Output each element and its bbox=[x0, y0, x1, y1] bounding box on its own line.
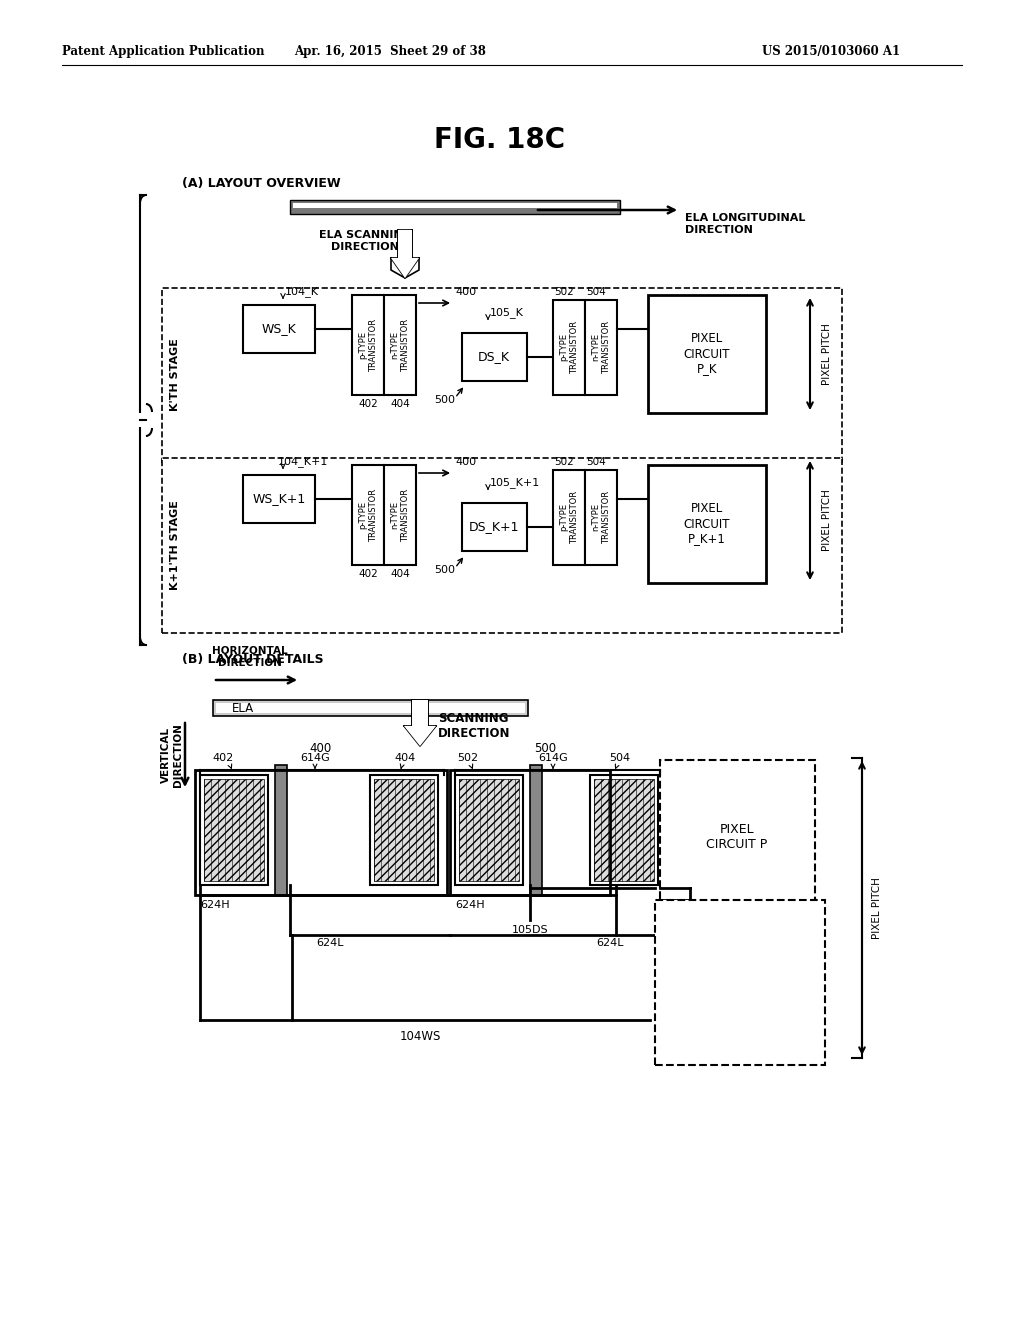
Text: p-TYPE
TRANSISTOR: p-TYPE TRANSISTOR bbox=[559, 491, 579, 544]
Text: 504: 504 bbox=[586, 457, 606, 467]
Text: 402: 402 bbox=[212, 752, 233, 763]
Text: SCANNING
DIRECTION: SCANNING DIRECTION bbox=[438, 711, 511, 741]
Text: 104_K: 104_K bbox=[285, 286, 319, 297]
Bar bbox=[204, 779, 264, 880]
Bar bbox=[290, 201, 620, 214]
Text: US 2015/0103060 A1: US 2015/0103060 A1 bbox=[762, 45, 900, 58]
Text: PIXEL
CIRCUIT P: PIXEL CIRCUIT P bbox=[707, 822, 768, 851]
Text: ELA LONGITUDINAL
DIRECTION: ELA LONGITUDINAL DIRECTION bbox=[685, 213, 805, 235]
Text: 400: 400 bbox=[455, 286, 476, 297]
Bar bbox=[352, 294, 384, 395]
Text: ELA: ELA bbox=[232, 701, 254, 714]
Text: 402: 402 bbox=[358, 569, 378, 579]
Bar bbox=[162, 458, 842, 634]
Text: K'TH STAGE: K'TH STAGE bbox=[170, 338, 180, 412]
Text: p-TYPE
TRANSISTOR: p-TYPE TRANSISTOR bbox=[358, 488, 378, 541]
Text: 502: 502 bbox=[554, 286, 573, 297]
Bar bbox=[553, 300, 585, 395]
Text: 104WS: 104WS bbox=[399, 1030, 440, 1043]
Text: FIG. 18C: FIG. 18C bbox=[434, 125, 565, 154]
Text: 624L: 624L bbox=[596, 939, 624, 948]
Text: (B) LAYOUT DETAILS: (B) LAYOUT DETAILS bbox=[182, 653, 324, 667]
Polygon shape bbox=[391, 230, 419, 279]
Bar bbox=[553, 470, 585, 565]
Bar bbox=[216, 704, 525, 713]
Bar bbox=[530, 766, 542, 895]
Bar bbox=[660, 760, 815, 915]
Bar bbox=[655, 900, 825, 1065]
Bar bbox=[455, 775, 523, 884]
Bar bbox=[450, 770, 610, 895]
Text: Patent Application Publication: Patent Application Publication bbox=[62, 45, 264, 58]
Text: 404: 404 bbox=[390, 569, 410, 579]
Text: n-TYPE
TRANSISTOR: n-TYPE TRANSISTOR bbox=[591, 321, 610, 374]
Text: PIXEL PITCH: PIXEL PITCH bbox=[822, 323, 831, 385]
Text: n-TYPE
TRANSISTOR: n-TYPE TRANSISTOR bbox=[390, 488, 410, 541]
Text: 105_K: 105_K bbox=[490, 308, 524, 318]
Text: p-TYPE
TRANSISTOR: p-TYPE TRANSISTOR bbox=[358, 318, 378, 371]
Text: 624H: 624H bbox=[455, 900, 484, 909]
Bar bbox=[213, 700, 528, 715]
Text: 400: 400 bbox=[309, 742, 331, 755]
Bar bbox=[162, 288, 842, 463]
Text: 504: 504 bbox=[586, 286, 606, 297]
Bar bbox=[195, 770, 447, 895]
Text: WS_K+1: WS_K+1 bbox=[252, 492, 305, 506]
Bar bbox=[384, 294, 416, 395]
Text: PIXEL PITCH: PIXEL PITCH bbox=[872, 876, 882, 939]
Bar bbox=[370, 775, 438, 884]
Bar bbox=[590, 775, 658, 884]
Bar bbox=[462, 503, 527, 550]
Bar bbox=[293, 203, 617, 209]
Text: PIXEL PITCH: PIXEL PITCH bbox=[822, 490, 831, 550]
Text: 500: 500 bbox=[434, 395, 455, 405]
Bar bbox=[648, 465, 766, 583]
Bar bbox=[384, 465, 416, 565]
Text: 502: 502 bbox=[458, 752, 478, 763]
Text: 500: 500 bbox=[534, 742, 556, 755]
Text: 500: 500 bbox=[434, 565, 455, 576]
Text: 614G: 614G bbox=[300, 752, 330, 763]
Bar bbox=[459, 779, 519, 880]
Text: VERTICAL
DIRECTION: VERTICAL DIRECTION bbox=[161, 723, 183, 787]
Text: 404: 404 bbox=[394, 752, 416, 763]
Text: 624L: 624L bbox=[316, 939, 344, 948]
Text: Apr. 16, 2015  Sheet 29 of 38: Apr. 16, 2015 Sheet 29 of 38 bbox=[294, 45, 486, 58]
Text: 504: 504 bbox=[609, 752, 631, 763]
Text: 404: 404 bbox=[390, 399, 410, 409]
Text: HORIZONTAL
DIRECTION: HORIZONTAL DIRECTION bbox=[212, 647, 288, 668]
Text: DS_K: DS_K bbox=[478, 351, 510, 363]
Bar bbox=[243, 475, 315, 523]
Bar bbox=[243, 305, 315, 352]
Text: 614G: 614G bbox=[539, 752, 568, 763]
Bar bbox=[200, 775, 268, 884]
Text: 502: 502 bbox=[554, 457, 573, 467]
Text: 402: 402 bbox=[358, 399, 378, 409]
Text: PIXEL
CIRCUIT
P_K: PIXEL CIRCUIT P_K bbox=[684, 333, 730, 375]
Text: PIXEL
CIRCUIT
P_K+1: PIXEL CIRCUIT P_K+1 bbox=[684, 503, 730, 545]
Text: n-TYPE
TRANSISTOR: n-TYPE TRANSISTOR bbox=[390, 318, 410, 371]
Text: 105DS: 105DS bbox=[512, 925, 548, 935]
Bar bbox=[648, 294, 766, 413]
Text: 624H: 624H bbox=[200, 900, 229, 909]
Text: p-TYPE
TRANSISTOR: p-TYPE TRANSISTOR bbox=[559, 321, 579, 374]
Text: 400: 400 bbox=[455, 457, 476, 467]
Bar bbox=[275, 766, 287, 895]
Bar bbox=[594, 779, 654, 880]
Text: K+1'TH STAGE: K+1'TH STAGE bbox=[170, 500, 180, 590]
Polygon shape bbox=[404, 700, 436, 746]
Text: 105_K+1: 105_K+1 bbox=[490, 477, 541, 488]
Text: WS_K: WS_K bbox=[261, 322, 296, 335]
Bar bbox=[585, 470, 617, 565]
Text: DS_K+1: DS_K+1 bbox=[469, 520, 519, 533]
Bar bbox=[462, 333, 527, 381]
Bar bbox=[352, 465, 384, 565]
Text: ELA SCANNING
DIRECTION: ELA SCANNING DIRECTION bbox=[318, 230, 412, 252]
Text: n-TYPE
TRANSISTOR: n-TYPE TRANSISTOR bbox=[591, 491, 610, 544]
Bar bbox=[585, 300, 617, 395]
Text: (A) LAYOUT OVERVIEW: (A) LAYOUT OVERVIEW bbox=[182, 177, 341, 190]
Bar bbox=[374, 779, 434, 880]
Text: 104_K+1: 104_K+1 bbox=[278, 457, 329, 467]
